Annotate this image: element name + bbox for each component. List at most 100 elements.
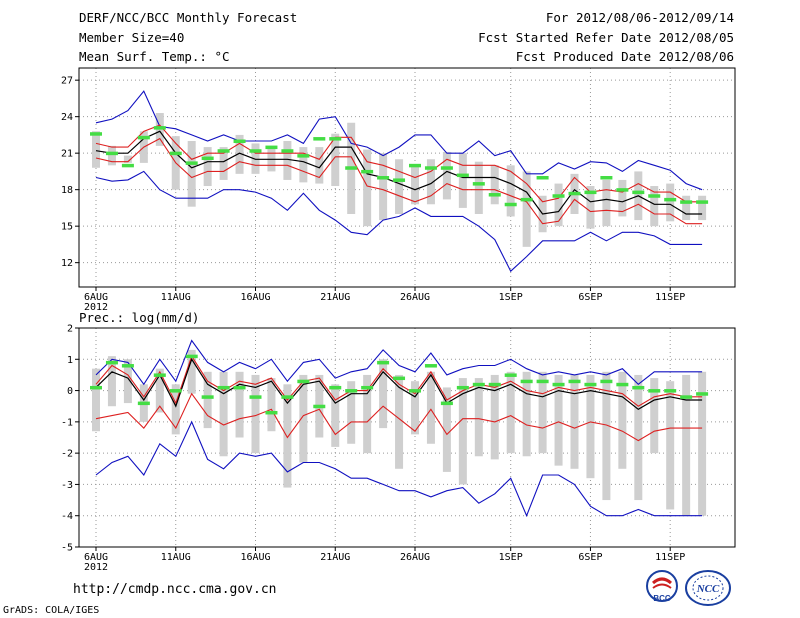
temp-observed-marker	[137, 135, 150, 140]
temp-spread-box	[395, 159, 404, 214]
precip-y-tick-label: -3	[61, 480, 73, 491]
precip-spread-box	[618, 371, 627, 469]
precip-y-tick-label: -5	[61, 543, 73, 554]
forecast-period: For 2012/08/06-2012/09/14	[545, 10, 734, 25]
temp-observed-marker	[345, 166, 358, 170]
precip-observed-marker	[201, 395, 214, 399]
temp-observed-marker	[233, 139, 246, 143]
precip-spread-box	[347, 381, 356, 444]
temp-observed-marker	[249, 149, 262, 153]
temp-y-tick-label: 12	[61, 258, 73, 269]
precip-x-tick-label: 21AUG	[320, 552, 350, 563]
precip-spread-box	[299, 374, 308, 463]
precip-observed-marker	[90, 385, 102, 390]
precip-observed-marker	[520, 379, 533, 384]
temp-spread-box	[586, 186, 595, 229]
precip-observed-marker	[472, 382, 485, 387]
precip-spread-box	[171, 384, 180, 435]
temp-spread-box	[283, 141, 292, 180]
precip-observed-marker	[584, 382, 597, 387]
bcc-logo: BCC	[646, 570, 678, 603]
temp-spread-box	[219, 147, 228, 180]
temp-spread-box	[379, 153, 388, 221]
precip-observed-marker	[313, 404, 326, 409]
temp-observed-marker	[424, 166, 437, 170]
precip-y-tick-label: 1	[67, 355, 73, 366]
temp-observed-marker	[281, 149, 294, 153]
precip-spread-box	[267, 378, 276, 432]
precip-spread-box	[522, 371, 531, 457]
ncc-logo-text: NCC	[696, 583, 720, 595]
temp-spread-box	[411, 165, 419, 205]
precip-spread-box	[123, 359, 132, 404]
precip-spread-box	[682, 374, 691, 516]
precip-lower-line	[95, 392, 703, 442]
precip-spread-box	[554, 374, 563, 466]
temp-observed-marker	[536, 176, 549, 180]
temp-y-tick-label: 24	[61, 112, 73, 123]
temp-spread-box	[522, 171, 531, 247]
temp-upper-line	[95, 124, 703, 203]
precip-spread-box	[538, 371, 547, 454]
temp-observed-marker	[488, 193, 501, 197]
temp-observed-marker	[616, 188, 629, 192]
precip-observed-marker	[137, 401, 150, 406]
temp-observed-marker	[552, 194, 565, 198]
precip-spread-box	[634, 374, 643, 501]
precip-observed-marker	[552, 382, 565, 387]
precip-observed-marker	[217, 385, 230, 390]
forecast-start-date: Fcst Started Refer Date 2012/08/05	[478, 30, 734, 45]
member-size-label: Member Size=40	[79, 30, 185, 45]
precip-x-tick-label: 1SEP	[499, 552, 523, 563]
precip-observed-marker	[185, 354, 198, 359]
precip-observed-marker	[616, 382, 629, 387]
precip-observed-marker	[632, 385, 645, 390]
precip-panel-title: Prec.: log(mm/d)	[79, 310, 199, 325]
temp-observed-marker	[313, 137, 326, 141]
temp-spread-box	[203, 147, 212, 187]
temp-observed-marker	[297, 154, 310, 158]
temp-observed-marker	[472, 182, 485, 186]
precip-spread-box	[379, 359, 388, 429]
precip-y-tick-label: 0	[67, 386, 73, 397]
temp-spread-box	[315, 147, 324, 184]
temp-x-tick-label: 21AUG	[320, 292, 350, 303]
precip-observed-marker	[281, 395, 294, 399]
temp-observed-marker	[664, 197, 677, 202]
temp-spread-box	[442, 151, 451, 200]
temp-spread-box	[650, 186, 659, 227]
temp-y-tick-label: 27	[61, 76, 73, 87]
temp-x-tick-label: 6AUG	[84, 292, 108, 303]
temp-observed-marker	[440, 166, 453, 170]
source-url[interactable]: http://cmdp.ncc.cma.gov.cn	[73, 582, 277, 597]
precip-spread-box	[666, 381, 675, 510]
precip-spread-box	[490, 374, 499, 460]
temp-observed-marker	[520, 197, 533, 202]
precip-observed-marker	[409, 389, 421, 393]
precip-panel: 2 1 0 -1 -2 -3 -4 -5 6AUG 11AUG 16AUG 21AUG 26AUG 1SE…	[61, 324, 736, 573]
precip-min-line	[95, 420, 703, 518]
precip-y-tick-label: 2	[67, 324, 73, 335]
temp-spread-box	[698, 195, 707, 221]
precip-spread-box	[411, 381, 419, 435]
precip-observed-marker	[361, 385, 374, 390]
temp-x-year-label: 2012	[84, 302, 108, 313]
precip-observed-marker	[424, 364, 437, 368]
temp-spread-box	[331, 133, 340, 187]
precip-spread-box	[586, 374, 595, 479]
precip-spread-box	[107, 356, 116, 407]
precip-observed-marker	[696, 392, 709, 396]
temp-observed-marker	[504, 202, 517, 207]
temp-observed-marker	[121, 163, 134, 168]
precip-spread-box	[155, 368, 164, 413]
precip-y-tick-label: -1	[61, 417, 73, 428]
temp-observed-marker	[169, 151, 182, 156]
precip-spread-box	[187, 349, 196, 394]
temp-x-tick-label: 11SEP	[655, 292, 685, 303]
temp-observed-marker	[90, 132, 102, 136]
variable-label: Mean Surf. Temp.: °C	[79, 49, 230, 64]
precip-observed-marker	[536, 379, 549, 384]
grads-credit: GrADS: COLA/IGES	[3, 605, 100, 616]
temp-x-tick-label: 26AUG	[400, 292, 430, 303]
precip-spread-box	[219, 371, 228, 457]
